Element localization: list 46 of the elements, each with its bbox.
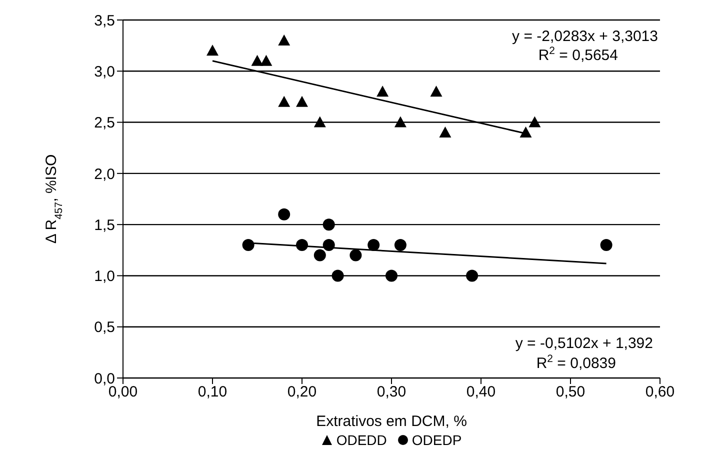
y-tick-label: 0,5 [94,319,115,336]
point [322,218,335,231]
legend-label: ODEDP [410,432,462,448]
annotation: R$^{2}$ = 0,0839 [536,353,616,372]
annotation: y = -2,0283x + 3,3013 [512,28,658,45]
annotation: R$^{2}$ = 0,5654 [538,45,618,64]
point [278,208,290,220]
point [466,270,478,282]
y-tick-label: 1,5 [94,216,115,234]
y-tick-label: 2,5 [94,114,115,132]
x-tick-label: 0,60 [645,384,675,401]
point [439,126,452,138]
x-tick-label: 0,40 [466,384,496,401]
point [278,96,290,107]
point [314,116,326,128]
y-tick-label: 3,5 [94,12,115,30]
x-tick-label: 0,50 [556,384,586,401]
point [376,86,389,97]
x-tick-label: 0,20 [287,384,317,401]
x-tick-label: 0,10 [198,384,228,401]
point [528,116,541,128]
point [386,270,398,282]
y-tick-label: 3,0 [94,63,115,80]
x-axis-title: Extrativos em DCM, % [316,413,467,430]
legend-label: ODEDD [335,432,387,448]
y-tick-label: 2,0 [94,166,115,183]
point [368,239,380,252]
point [430,86,442,97]
point [394,116,406,128]
point [260,54,272,66]
point [394,239,406,252]
point [296,96,308,107]
point [251,54,264,66]
point [600,239,612,252]
annotation: y = -0,5102x + 1,392 [515,335,653,352]
x-tick-label: 0,30 [376,384,406,401]
point [332,270,344,282]
y-tick-label: 1,0 [94,268,115,286]
point [278,34,290,46]
point [242,239,254,252]
point [322,239,335,252]
point [296,239,308,252]
point [314,249,326,262]
point [206,44,218,56]
point [520,126,532,138]
point [350,249,362,262]
